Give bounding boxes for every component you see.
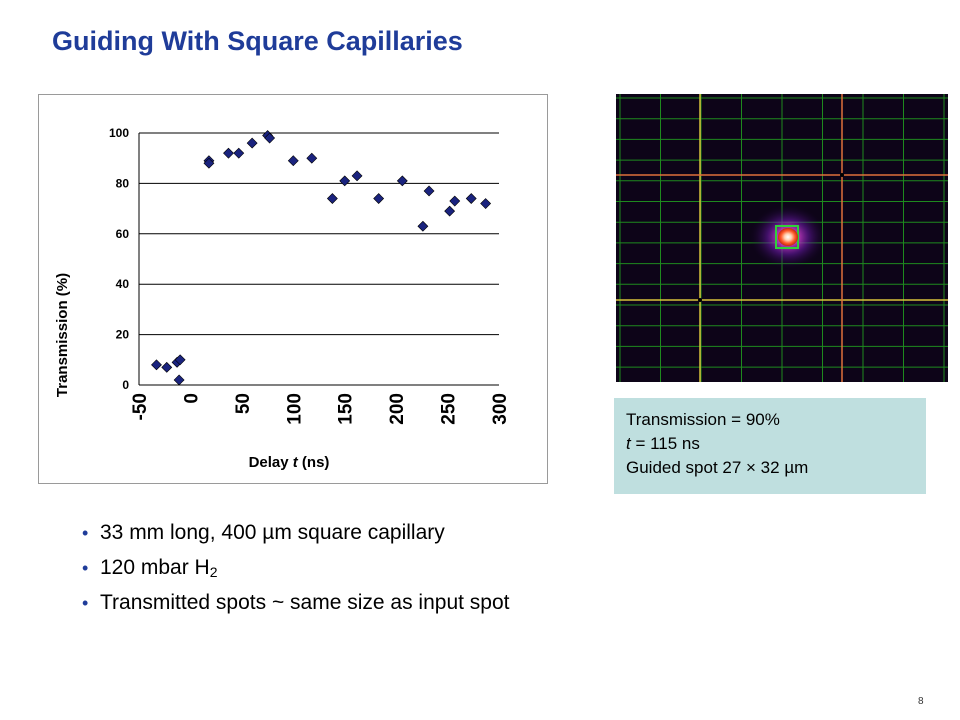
data-point bbox=[449, 195, 461, 207]
x-tick-labels: -50 0 50 100 150 200 250 300 bbox=[130, 393, 511, 425]
data-point bbox=[306, 152, 318, 164]
y-tick-label: 80 bbox=[116, 176, 130, 190]
x-tick-label: 300 bbox=[490, 393, 511, 425]
y-tick-label: 100 bbox=[109, 126, 129, 140]
data-point bbox=[480, 198, 492, 209]
slide-title: Guiding With Square Capillaries bbox=[52, 26, 463, 56]
bullet-item: Transmitted spots ~ same size as input s… bbox=[82, 586, 510, 620]
x-tick-label: 250 bbox=[439, 393, 460, 425]
bullet-text: 33 mm long, 400 µm square capillary bbox=[100, 521, 445, 544]
beam-profile-svg bbox=[616, 94, 948, 382]
bullet-text: Transmitted spots ~ same size as input s… bbox=[100, 591, 510, 614]
y-tick-label: 60 bbox=[116, 227, 130, 241]
info-box: Transmission = 90% t = 115 ns Guided spo… bbox=[614, 398, 926, 494]
gridlines bbox=[139, 132, 499, 336]
x-tick-label: 150 bbox=[336, 393, 357, 425]
data-point bbox=[287, 155, 299, 167]
data-point bbox=[151, 359, 162, 371]
bullet-item: 120 mbar H2 bbox=[82, 551, 510, 585]
y-tick-labels: 0 20 40 60 80 100 bbox=[109, 126, 129, 392]
info-delay: t = 115 ns bbox=[626, 432, 926, 456]
y-tick-label: 0 bbox=[122, 378, 129, 392]
data-point bbox=[417, 220, 429, 232]
x-tick-label: 50 bbox=[233, 393, 254, 414]
x-axis-label-prefix: Delay bbox=[249, 454, 293, 471]
data-point bbox=[423, 185, 435, 197]
data-point bbox=[326, 193, 338, 204]
bullet-item: 33 mm long, 400 µm square capillary bbox=[82, 516, 510, 550]
crosshair-dot-1 bbox=[698, 298, 702, 302]
x-tick-label: 200 bbox=[387, 393, 408, 425]
y-axis-label: Transmission (%) bbox=[54, 273, 71, 397]
bullet-list: 33 mm long, 400 µm square capillary 120 … bbox=[82, 516, 510, 621]
x-tick-label: 0 bbox=[181, 393, 202, 404]
info-transmission: Transmission = 90% bbox=[626, 410, 780, 429]
page-number: 8 bbox=[918, 696, 924, 707]
data-points bbox=[151, 130, 492, 386]
y-tick-label: 40 bbox=[116, 277, 130, 291]
data-point bbox=[373, 193, 385, 204]
data-point bbox=[173, 374, 185, 386]
data-point bbox=[465, 193, 477, 204]
x-axis-label: Delay t (ns) bbox=[249, 454, 330, 471]
data-point bbox=[174, 354, 186, 366]
data-point bbox=[161, 361, 173, 373]
data-point bbox=[351, 170, 363, 182]
x-tick-label: -50 bbox=[130, 393, 151, 420]
beam-grid bbox=[616, 94, 948, 382]
info-spot-size: Guided spot 27 × 32 µm bbox=[626, 458, 809, 477]
data-point bbox=[223, 147, 234, 159]
bullet-text: 120 mbar H bbox=[100, 556, 210, 579]
x-axis-label-var: t bbox=[293, 454, 299, 471]
data-point bbox=[246, 137, 258, 149]
x-axis-label-suffix: (ns) bbox=[298, 454, 330, 471]
guided-spot bbox=[778, 228, 798, 246]
bullet-subscript: 2 bbox=[209, 564, 218, 580]
x-tick-label: 100 bbox=[284, 393, 305, 425]
info-delay-var: t bbox=[626, 434, 631, 453]
data-point bbox=[203, 157, 215, 169]
data-point bbox=[444, 205, 456, 217]
y-tick-label: 20 bbox=[116, 328, 130, 342]
data-point bbox=[233, 147, 245, 159]
data-point bbox=[339, 175, 351, 187]
chart-area: 0 20 40 60 80 100 -50 0 50 100 150 200 250 300 Trans… bbox=[38, 94, 548, 484]
crosshair-dot-2 bbox=[840, 173, 844, 177]
data-point bbox=[396, 175, 408, 187]
beam-profile-image bbox=[616, 94, 948, 382]
data-point bbox=[264, 132, 276, 144]
info-delay-value: = 115 ns bbox=[630, 434, 700, 453]
